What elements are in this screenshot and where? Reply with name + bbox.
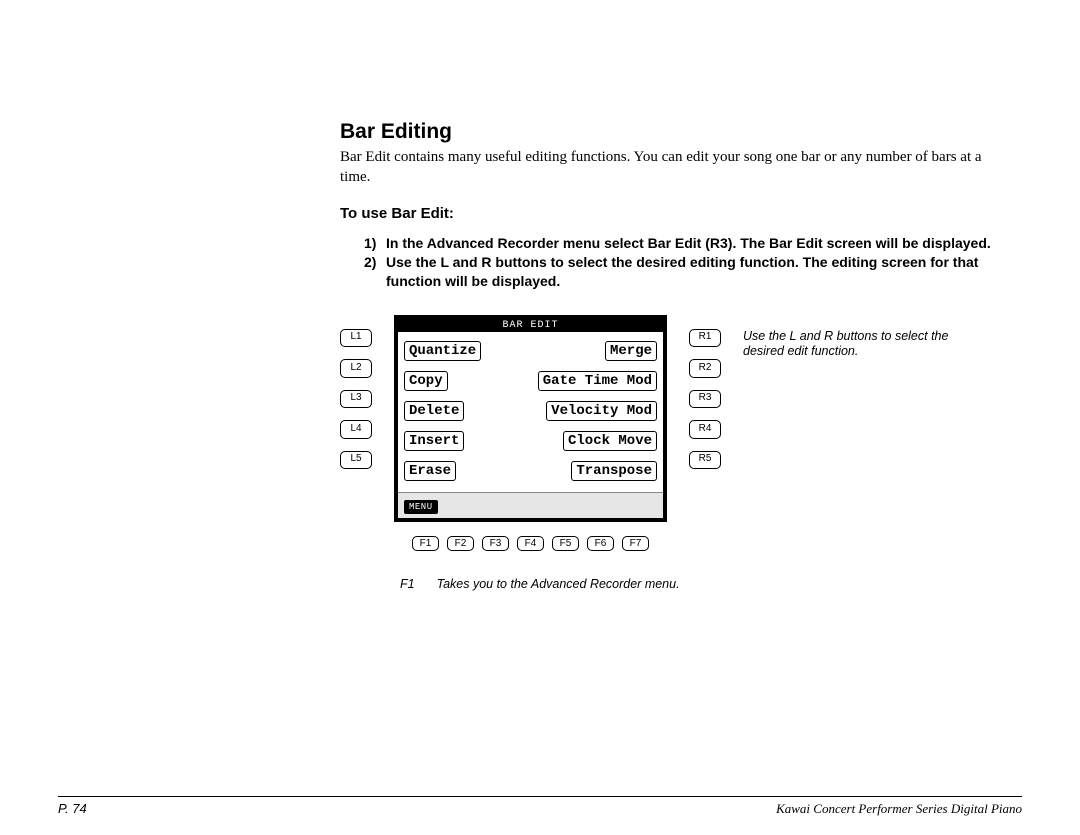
menu-left-copy[interactable]: Copy: [404, 371, 448, 391]
step-number: 2): [364, 253, 386, 291]
r5-button[interactable]: R5: [689, 451, 721, 470]
step-text: Use the L and R buttons to select the de…: [386, 253, 1010, 291]
step-number: 1): [364, 234, 386, 253]
f4-button[interactable]: F4: [517, 536, 544, 551]
page-footer: P. 74 Kawai Concert Performer Series Dig…: [58, 796, 1022, 817]
step-text: In the Advanced Recorder menu select Bar…: [386, 234, 1010, 253]
f-key-row: F1 F2 F3 F4 F5 F6 F7: [412, 536, 649, 551]
side-caption: Use the L and R buttons to select the de…: [743, 315, 983, 360]
r3-button[interactable]: R3: [689, 390, 721, 409]
f5-button[interactable]: F5: [552, 536, 579, 551]
steps-list: 1) In the Advanced Recorder menu select …: [340, 234, 1010, 291]
r4-button[interactable]: R4: [689, 420, 721, 439]
l3-button[interactable]: L3: [340, 390, 372, 409]
screen-footer: MENU: [398, 492, 663, 518]
menu-row: Insert Clock Move: [404, 426, 657, 456]
f7-button[interactable]: F7: [622, 536, 649, 551]
f2-button[interactable]: F2: [447, 536, 474, 551]
lcd-screen: BAR EDIT Quantize Merge Copy Gate Time M…: [394, 315, 667, 522]
screen-body: Quantize Merge Copy Gate Time Mod Delete…: [398, 332, 663, 486]
f3-button[interactable]: F3: [482, 536, 509, 551]
right-key-column: R1 R2 R3 R4 R5: [689, 315, 721, 470]
f-key-caption: F1 Takes you to the Advanced Recorder me…: [400, 577, 1020, 591]
menu-right-transpose[interactable]: Transpose: [571, 461, 657, 481]
f-caption-key: F1: [400, 577, 415, 591]
page-number: P. 74: [58, 801, 87, 817]
menu-right-merge[interactable]: Merge: [605, 341, 657, 361]
menu-row: Copy Gate Time Mod: [404, 366, 657, 396]
intro-paragraph: Bar Edit contains many useful editing fu…: [340, 148, 1010, 187]
l2-button[interactable]: L2: [340, 359, 372, 378]
menu-row: Erase Transpose: [404, 456, 657, 486]
section-title: Bar Editing: [340, 120, 1020, 144]
step-item: 2) Use the L and R buttons to select the…: [364, 253, 1010, 291]
screen-column: BAR EDIT Quantize Merge Copy Gate Time M…: [394, 315, 667, 551]
book-title: Kawai Concert Performer Series Digital P…: [776, 801, 1022, 817]
menu-right-velocity-mod[interactable]: Velocity Mod: [546, 401, 657, 421]
l1-button[interactable]: L1: [340, 329, 372, 348]
menu-left-quantize[interactable]: Quantize: [404, 341, 481, 361]
figure: L1 L2 L3 L4 L5 BAR EDIT Quantize Merge C…: [340, 315, 1020, 551]
r1-button[interactable]: R1: [689, 329, 721, 348]
page: Bar Editing Bar Edit contains many usefu…: [0, 0, 1080, 835]
menu-left-delete[interactable]: Delete: [404, 401, 464, 421]
menu-right-clock-move[interactable]: Clock Move: [563, 431, 657, 451]
menu-left-erase[interactable]: Erase: [404, 461, 456, 481]
menu-right-gate-time-mod[interactable]: Gate Time Mod: [538, 371, 657, 391]
left-key-column: L1 L2 L3 L4 L5: [340, 315, 372, 470]
f1-button[interactable]: F1: [412, 536, 439, 551]
menu-row: Quantize Merge: [404, 336, 657, 366]
menu-chip[interactable]: MENU: [404, 500, 438, 514]
f6-button[interactable]: F6: [587, 536, 614, 551]
f-caption-text: Takes you to the Advanced Recorder menu.: [437, 577, 680, 591]
subhead: To use Bar Edit:: [340, 205, 1020, 222]
r2-button[interactable]: R2: [689, 359, 721, 378]
l4-button[interactable]: L4: [340, 420, 372, 439]
l5-button[interactable]: L5: [340, 451, 372, 470]
step-item: 1) In the Advanced Recorder menu select …: [364, 234, 1010, 253]
screen-header: BAR EDIT: [398, 319, 663, 332]
menu-left-insert[interactable]: Insert: [404, 431, 464, 451]
menu-row: Delete Velocity Mod: [404, 396, 657, 426]
